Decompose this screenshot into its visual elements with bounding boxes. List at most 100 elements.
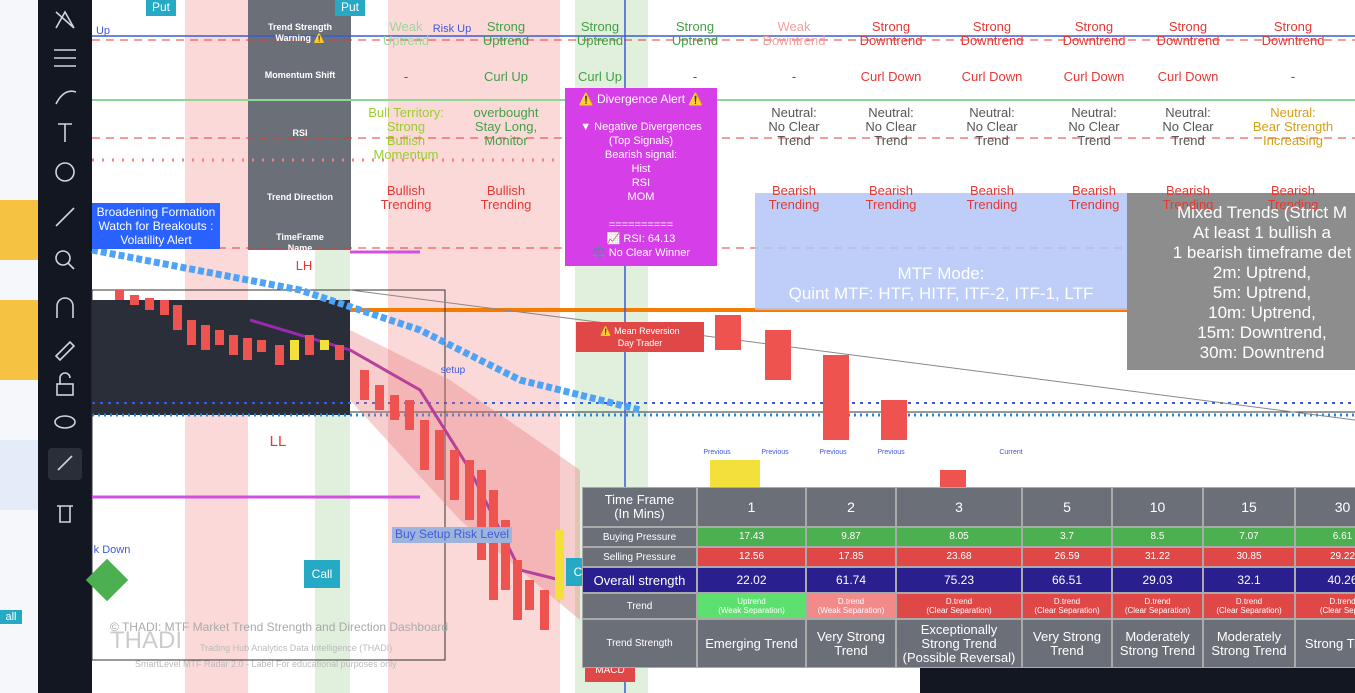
chart-label: MACD [585, 664, 635, 682]
row-value: Strong Downtrend [960, 19, 1024, 48]
row-value: - [403, 69, 409, 84]
left-zone [0, 300, 38, 380]
table-cell: D.trend (Clear Separation) [1022, 593, 1112, 619]
row-value: Neutral: No Clear Trend [768, 105, 820, 148]
candle [881, 400, 907, 440]
bar-tag: Previous [703, 449, 731, 456]
row-value: Neutral: No Clear Trend [966, 105, 1018, 148]
table-cell: Strong Trend [1295, 619, 1355, 668]
table-cell: 12.56 [697, 547, 806, 567]
table-row-label: Overall strength [582, 567, 697, 593]
row-value: Bull Territory: Strong Bullish Momentum [368, 105, 444, 162]
candle [765, 330, 791, 380]
table-cell: 32.1 [1203, 567, 1295, 593]
candle [335, 345, 344, 360]
table-cell: 75.23 [896, 567, 1022, 593]
candle [320, 340, 329, 350]
left-zone [0, 200, 38, 260]
row-value: Strong Uptrend [576, 19, 624, 48]
row-value: Bearish Trending [1267, 183, 1319, 212]
row-label: Momentum Shift [264, 70, 336, 80]
row-label: RSI [292, 128, 308, 138]
chart-label: k Down [93, 544, 131, 556]
row-value: Curl Up [483, 69, 529, 84]
table-cell: 9.87 [806, 527, 896, 547]
candle [513, 560, 522, 620]
table-row-label: Trend Strength [582, 619, 697, 668]
candle [187, 320, 196, 345]
table-timeframe: 1 [697, 487, 806, 527]
row-value: Curl Down [860, 69, 922, 84]
dark-zone [92, 300, 350, 415]
table-row-label: Buying Pressure [582, 527, 697, 547]
table-timeframe: 15 [1203, 487, 1295, 527]
row-value: Neutral: Bear Strength Increasing [1252, 105, 1334, 148]
table-cell: 40.26 [1295, 567, 1355, 593]
marker [710, 460, 760, 490]
row-value: Curl Up [577, 69, 623, 84]
row-value: Bearish Trending [768, 183, 820, 212]
mixed-trends: Mixed Trends (Strict M At least 1 bullis… [1172, 203, 1352, 362]
candle [201, 325, 210, 350]
bar-tag: Previous [877, 449, 905, 456]
row-value: Bearish Trending [1068, 183, 1120, 212]
broadening-alert: Broadening Formation Watch for Breakouts… [92, 203, 220, 249]
mtf-text: Quint MTF: HTF, HITF, ITF-2, ITF-1, LTF [788, 284, 1094, 303]
candle [477, 470, 486, 560]
row-value: - [791, 69, 797, 84]
candle [940, 470, 966, 490]
chart-label: Up [95, 25, 111, 37]
bar-tag: Current [999, 449, 1023, 456]
row-value: Bearish Trending [966, 183, 1018, 212]
chart-label: LL [269, 433, 287, 450]
row-value: Neutral: No Clear Trend [1162, 105, 1214, 148]
row-value: Bullish Trending [480, 183, 532, 212]
table-cell: 6.61 [1295, 527, 1355, 547]
candle [145, 298, 154, 310]
table-cell: Very Strong Trend [806, 619, 896, 668]
row-value: Strong Downtrend [859, 19, 923, 48]
row-value: Curl Down [1157, 69, 1219, 84]
row-value: Strong Uptrend [482, 19, 530, 48]
table-timeframe: 2 [806, 487, 896, 527]
ma-line [249, 318, 561, 582]
candle [435, 430, 444, 480]
row-label: TimeFrame Name [276, 232, 324, 253]
candle [229, 335, 238, 355]
divergence-body: ▼ Negative Divergences (Top Signals) Bea… [565, 110, 717, 266]
table-cell: 31.22 [1112, 547, 1203, 567]
row-value: Bearish Trending [1162, 183, 1214, 212]
mtf-title: MTF Mode: [897, 264, 985, 283]
row-value: Weak Uptrend [382, 19, 430, 48]
table-cell: Moderately Strong Trend [1112, 619, 1203, 668]
candle [305, 335, 314, 355]
table-cell: 8.05 [896, 527, 1022, 547]
table-row-label: Selling Pressure [582, 547, 697, 567]
watermark: Trading Hub Analytics Data Intelligence … [200, 643, 393, 653]
watermark: © THADI: MTF Market Trend Strength and D… [110, 620, 449, 634]
table-cell: Emerging Trend [697, 619, 806, 668]
table-cell: 61.74 [806, 567, 896, 593]
chart-label: setup [440, 365, 466, 376]
row-value: Curl Down [961, 69, 1023, 84]
watermark: THADI [110, 627, 182, 654]
table-timeframe: 10 [1112, 487, 1203, 527]
row-value: Bearish Trending [865, 183, 917, 212]
table-cell: 29.03 [1112, 567, 1203, 593]
band [388, 0, 560, 693]
divergence-title: ⚠️ Divergence Alert ⚠️ [565, 88, 717, 110]
table-cell: 3.7 [1022, 527, 1112, 547]
candle [360, 370, 369, 400]
chart-label: ⚠️ Mean Reversion Day Trader [576, 322, 704, 352]
table-cell: D.trend (Clear Separation) [1203, 593, 1295, 619]
bar-tag: Previous [761, 449, 789, 456]
draw-toolbar [920, 668, 1355, 693]
table-cell: Moderately Strong Trend [1203, 619, 1295, 668]
candle [290, 340, 299, 360]
table-cell: 26.59 [1022, 547, 1112, 567]
chart-label: Put [146, 0, 176, 16]
candle [390, 395, 399, 420]
row-value: Neutral: No Clear Trend [865, 105, 917, 148]
row-value: Strong Uptrend [671, 19, 719, 48]
